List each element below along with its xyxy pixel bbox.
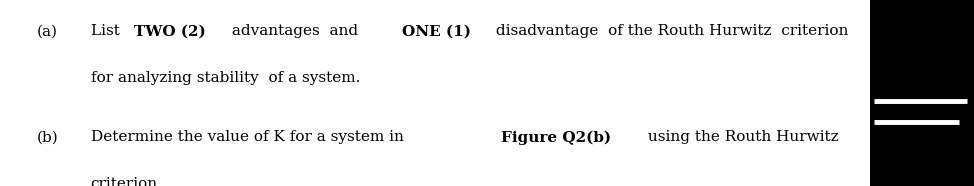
- Text: for analyzing stability  of a system.: for analyzing stability of a system.: [91, 71, 360, 85]
- Text: criterion.: criterion.: [91, 177, 163, 186]
- Text: TWO (2): TWO (2): [134, 24, 206, 38]
- Text: ONE (1): ONE (1): [402, 24, 471, 38]
- Text: (a): (a): [37, 24, 58, 38]
- Text: using the Routh Hurwitz: using the Routh Hurwitz: [643, 130, 839, 144]
- Text: disadvantage  of the Routh Hurwitz  criterion: disadvantage of the Routh Hurwitz criter…: [491, 24, 848, 38]
- Text: Figure Q2(b): Figure Q2(b): [501, 130, 611, 145]
- Text: Determine the value of K for a system in: Determine the value of K for a system in: [91, 130, 408, 144]
- Text: List: List: [91, 24, 125, 38]
- Text: (b): (b): [37, 130, 58, 144]
- Bar: [870, 0, 974, 186]
- Text: advantages  and: advantages and: [227, 24, 362, 38]
